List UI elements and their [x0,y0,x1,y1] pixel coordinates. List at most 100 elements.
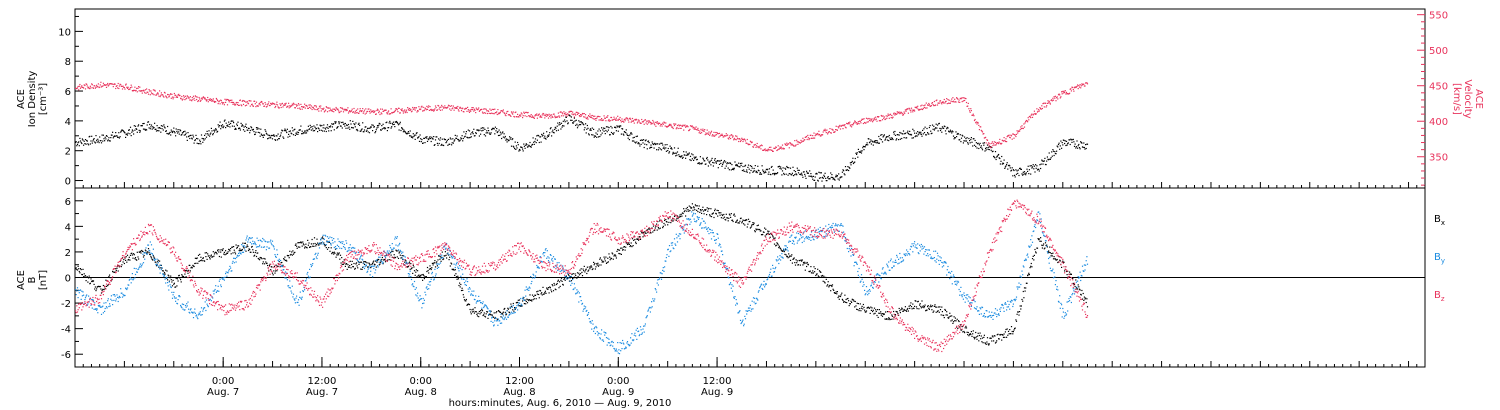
density-point [710,159,713,161]
velocity-point [807,134,809,136]
velocity-point [518,114,521,117]
bx-point [1001,339,1003,341]
bx-point [395,249,397,251]
density-point [378,122,380,124]
bx-point [157,259,159,261]
density-point [150,126,152,128]
velocity-point [721,133,723,135]
velocity-point [733,137,735,139]
velocity-point [964,99,966,102]
bx-point [324,245,326,247]
bx-point [983,336,985,338]
bx-point [544,292,546,294]
bx-point [213,253,216,255]
velocity-point [259,102,261,104]
density-point [506,141,508,143]
density-point [824,172,826,174]
velocity-point [228,101,230,103]
density-point [898,134,900,136]
velocity-point [625,118,627,120]
bx-point [886,311,889,313]
velocity-point [806,138,808,141]
velocity-point [478,107,480,109]
velocity-point [1019,130,1021,132]
velocity-point [294,107,296,109]
velocity-point [870,120,872,122]
density-point [757,165,759,167]
velocity-point [976,123,978,125]
velocity-point [997,142,999,144]
velocity-point [468,110,470,112]
density-point [1067,142,1069,144]
bx-point [633,239,635,241]
velocity-point [903,111,905,113]
velocity-point [380,108,382,110]
density-point [894,134,897,136]
bx-point [712,212,714,214]
bx-point [901,308,903,310]
bx-point [351,263,353,266]
velocity-point [210,98,212,101]
velocity-point [436,109,438,111]
velocity-point [758,147,760,149]
bx-point [484,316,487,318]
velocity-point [567,113,569,115]
velocity-point [460,107,462,109]
density-point [449,143,451,145]
density-point [442,144,444,146]
density-point [1082,146,1084,148]
density-point [84,143,86,145]
bx-point [686,210,688,212]
density-point [212,134,214,136]
density-point [543,132,545,134]
velocity-point [662,123,664,125]
bx-point [647,232,649,234]
bx-point [992,336,994,338]
density-point [234,127,237,129]
velocity-point [1078,85,1080,87]
velocity-point [902,114,904,116]
velocity-point [797,143,799,145]
velocity-point [667,125,669,128]
bx-point [804,269,806,271]
density-point [138,124,140,126]
bx-point [920,307,922,309]
density-point [585,132,587,134]
velocity-point [160,94,162,96]
bx-point [472,311,474,313]
density-point [941,131,943,133]
velocity-point [864,122,866,124]
density-point [751,165,753,167]
bx-point [719,214,721,216]
velocity-point [711,135,713,137]
velocity-point [857,121,859,123]
velocity-point [107,85,109,87]
velocity-point [802,140,805,142]
density-point [256,128,258,130]
velocity-point [869,118,871,120]
density-point [794,174,796,176]
top-left-ylabel-line3: [cm⁻³] [38,83,49,115]
bx-point [910,306,913,308]
bx-point [573,276,575,278]
density-point [176,132,179,134]
density-point [804,173,806,175]
velocity-point [423,109,425,111]
bx-point [499,311,501,313]
bx-point [631,246,633,248]
density-point [737,165,739,167]
velocity-point [489,108,491,110]
velocity-point [718,136,720,138]
velocity-point [504,112,506,114]
bx-point [200,256,202,258]
velocity-point [925,107,927,109]
density-point [314,126,316,128]
bx-point [357,267,359,269]
velocity-point [1043,106,1045,108]
velocity-point [238,104,240,106]
velocity-point [280,104,282,106]
density-point [334,121,336,123]
velocity-point [789,142,792,144]
bx-point [220,251,222,253]
velocity-point [136,87,138,89]
